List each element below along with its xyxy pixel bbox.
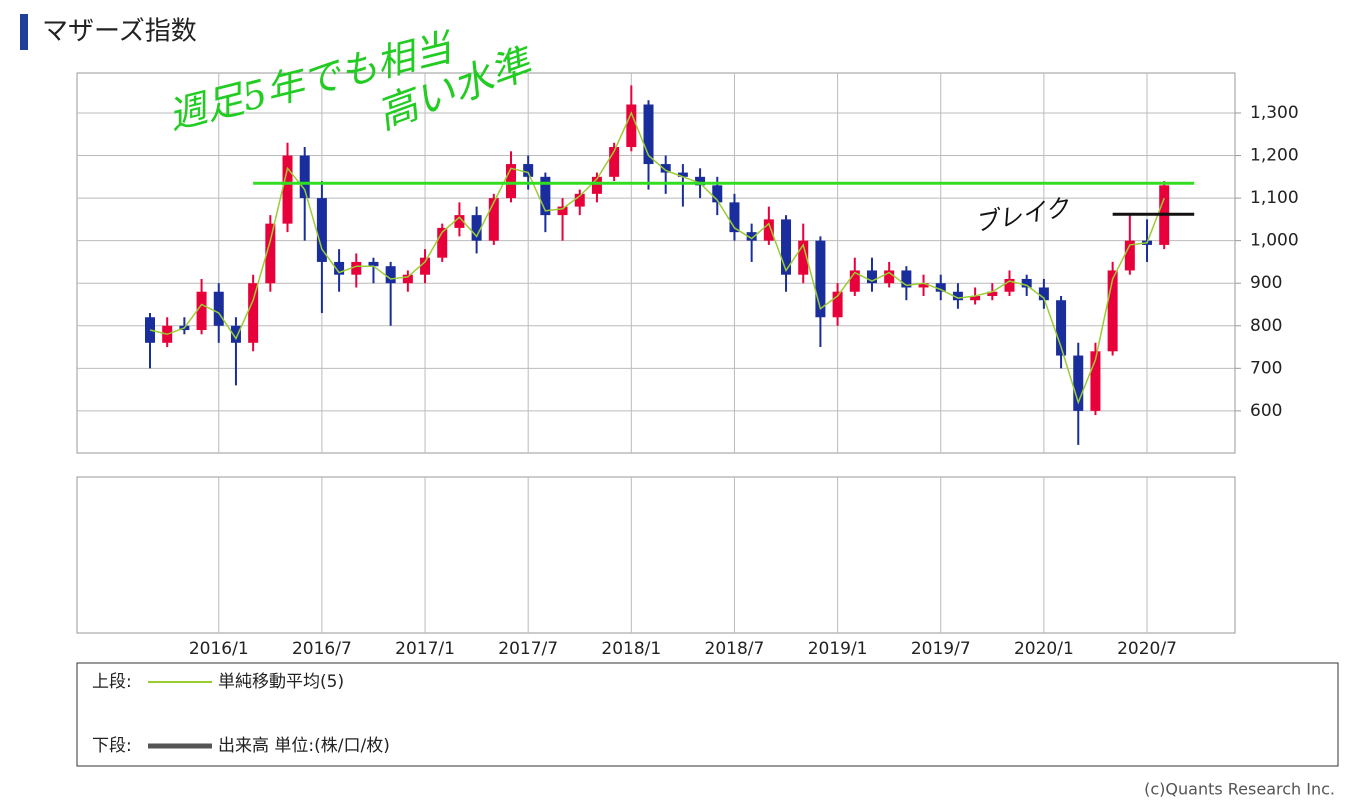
candle-body xyxy=(591,176,602,194)
candle-body xyxy=(1073,355,1084,411)
candle-body xyxy=(488,198,499,241)
x-tick-label: 2020/1 xyxy=(1014,639,1074,659)
candle-body xyxy=(901,270,912,288)
x-tick-label: 2016/1 xyxy=(189,639,249,659)
y-tick-label: 600 xyxy=(1250,401,1282,421)
candle-body xyxy=(196,291,207,331)
candle-body xyxy=(540,176,551,216)
candle-body xyxy=(1021,278,1032,288)
candle-body xyxy=(213,291,224,326)
candle-body xyxy=(574,193,585,207)
x-tick-label: 2019/7 xyxy=(911,639,971,659)
x-tick-label: 2017/7 xyxy=(498,639,558,659)
candle-body xyxy=(505,164,516,199)
candle-body xyxy=(265,223,276,284)
candle-body xyxy=(798,240,809,275)
handwritten-note: ブレイク xyxy=(972,193,1072,237)
x-tick-label: 2018/1 xyxy=(601,639,661,659)
candle-body xyxy=(1056,300,1067,356)
legend-upper-label: 上段: xyxy=(92,672,132,692)
legend-box xyxy=(76,662,1339,767)
candle-body xyxy=(884,270,895,284)
x-tick-label: 2016/7 xyxy=(292,639,352,659)
candle-body xyxy=(1090,351,1101,411)
candle-body xyxy=(815,240,826,318)
title-marker xyxy=(20,14,28,50)
y-tick-label: 1,300 xyxy=(1250,103,1299,123)
candle-body xyxy=(918,283,929,288)
candle-body xyxy=(781,219,792,275)
credit: (c)Quants Research Inc. xyxy=(1144,780,1335,799)
candle-body xyxy=(385,266,396,284)
volume-panel xyxy=(76,476,1236,634)
candle-body xyxy=(248,283,259,343)
candle-body xyxy=(368,261,379,267)
candle-body xyxy=(695,176,706,186)
candle-body xyxy=(299,155,310,199)
y-tick-label: 900 xyxy=(1250,273,1282,293)
legend-lower-label: 下段: xyxy=(92,736,132,756)
legend-volume: 出来高 単位:(株/口/枚) xyxy=(218,736,390,756)
candle-body xyxy=(437,227,448,258)
candle-body xyxy=(282,155,293,224)
x-tick-label: 2017/1 xyxy=(395,639,455,659)
candle-body xyxy=(763,219,774,241)
candle-body xyxy=(1107,270,1118,352)
candle-body xyxy=(677,172,688,177)
candle-body xyxy=(420,257,431,275)
x-tick-label: 2018/7 xyxy=(705,639,765,659)
candle-body xyxy=(454,215,465,228)
y-tick-label: 1,200 xyxy=(1250,146,1299,166)
candle-body xyxy=(230,325,241,343)
x-tick-label: 2020/7 xyxy=(1117,639,1177,659)
candle-body xyxy=(1124,240,1135,271)
candle-body xyxy=(609,147,620,177)
candle-body xyxy=(952,291,963,301)
y-tick-label: 1,000 xyxy=(1250,231,1299,251)
candle-body xyxy=(643,104,654,165)
candle-body xyxy=(832,291,843,318)
x-tick-label: 2019/1 xyxy=(808,639,868,659)
candle-body xyxy=(866,270,877,284)
candle-body xyxy=(712,185,723,203)
chart-title: マザーズ指数 xyxy=(42,17,197,47)
candle-body xyxy=(523,164,534,177)
candle-body xyxy=(334,261,345,275)
candle-body xyxy=(626,104,637,148)
price-panel xyxy=(76,72,1236,454)
candle-body xyxy=(987,291,998,296)
candle-body xyxy=(970,295,981,301)
candle-body xyxy=(849,270,860,292)
y-tick-label: 1,100 xyxy=(1250,188,1299,208)
y-tick-label: 800 xyxy=(1250,316,1282,336)
legend-ma: 単純移動平均(5) xyxy=(218,672,344,692)
candle-body xyxy=(729,202,740,233)
candle-body xyxy=(660,164,671,173)
candle-body xyxy=(402,274,413,284)
candle-body xyxy=(746,232,757,241)
y-tick-label: 700 xyxy=(1250,358,1282,378)
candle-body xyxy=(1004,278,1015,292)
candle-body xyxy=(935,283,946,292)
candle-body xyxy=(471,215,482,241)
candle-body xyxy=(557,206,568,216)
candle-body xyxy=(1038,287,1049,301)
moving-average xyxy=(149,111,1165,405)
candle-body xyxy=(316,198,327,262)
candle-body xyxy=(351,261,362,275)
